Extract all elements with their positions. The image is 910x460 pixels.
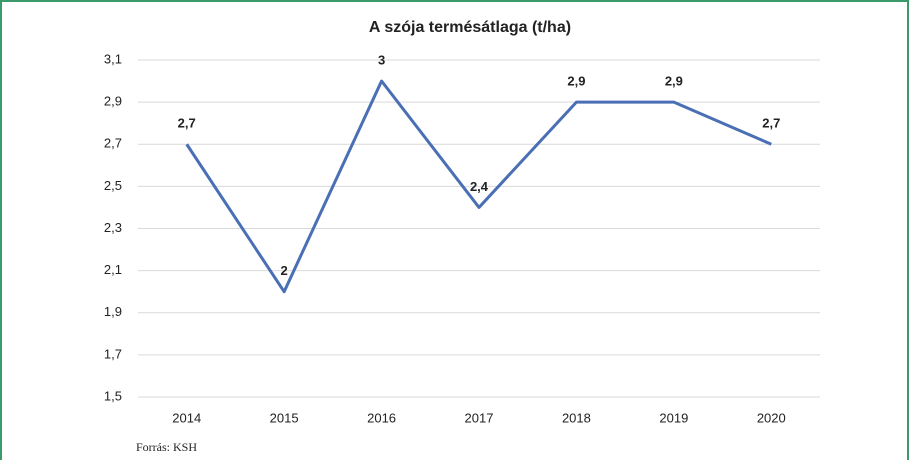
value-label: 2,7 — [762, 116, 780, 131]
value-label: 2 — [281, 263, 288, 278]
y-tick-label: 3,1 — [104, 51, 122, 66]
y-tick-label: 2,9 — [104, 94, 122, 109]
x-tick-label: 2017 — [465, 410, 494, 425]
chart-title: A szója termésátlaga (t/ha) — [369, 19, 571, 36]
value-label: 2,9 — [567, 74, 585, 89]
x-tick-label: 2020 — [757, 410, 786, 425]
x-tick-label: 2015 — [270, 410, 299, 425]
line — [185, 79, 772, 294]
value-label: 2,9 — [665, 74, 683, 89]
x-tick-label: 2014 — [172, 410, 201, 425]
x-tick-label: 2016 — [367, 410, 396, 425]
y-tick-label: 2,7 — [104, 136, 122, 151]
y-tick-label: 1,5 — [104, 388, 122, 403]
x-tick-label: 2018 — [562, 410, 591, 425]
y-tick-label: 1,7 — [104, 346, 122, 361]
x-tick-label: 2019 — [659, 410, 688, 425]
value-label: 2,4 — [470, 179, 489, 194]
value-label: 3 — [378, 53, 385, 68]
source: Forrás: KSH — [136, 440, 197, 454]
y-tick-label: 2,3 — [104, 220, 122, 235]
y-tick-label: 2,5 — [104, 178, 122, 193]
value-label: 2,7 — [178, 116, 196, 131]
y-tick-label: 1,9 — [104, 304, 122, 319]
y-tick-label: 2,1 — [104, 262, 122, 277]
